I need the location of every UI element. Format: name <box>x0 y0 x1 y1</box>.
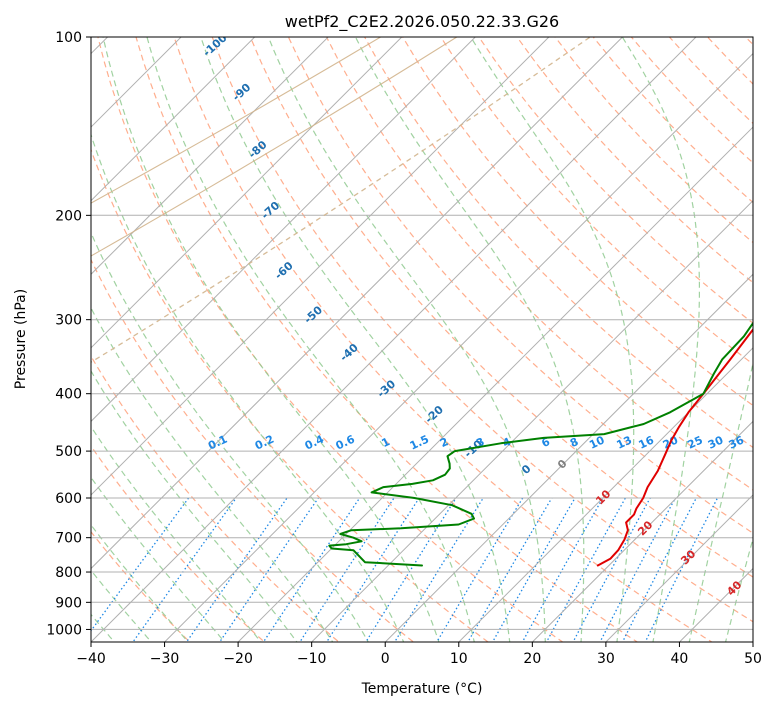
mixing-ratio-label: 13 <box>615 433 634 451</box>
mixing-ratio-line <box>185 497 288 642</box>
y-tick-label: 800 <box>55 565 82 581</box>
mixing-ratio-line <box>467 497 553 642</box>
mixing-ratio-line <box>299 497 395 642</box>
mixing-ratio-line <box>436 497 524 642</box>
y-axis: 1000 900 800 700 600 500 400 300 200 100 <box>46 30 91 638</box>
mixing-ratio-label-text: 36 <box>727 433 747 451</box>
x-axis-title: Temperature (°C) <box>361 681 483 697</box>
x-axis: −40 −30 −20 −10 0 10 20 30 40 50 <box>76 642 762 667</box>
mixing-ratio-label: 30 <box>706 433 726 451</box>
temperature-line <box>596 327 753 567</box>
isotherm-line <box>605 494 753 642</box>
isotherm-line <box>91 37 256 202</box>
x-tick-label: −40 <box>76 651 106 667</box>
mixing-ratio-labels: 0.1 0.2 0.4 0.6 1 1.5 2 3 4 6 8 10 13 16 20 25 30 36 <box>206 432 746 452</box>
moist-adiabat-line <box>354 37 585 642</box>
isotherm-line <box>310 199 753 642</box>
y-tick-label: 400 <box>55 387 82 403</box>
isotherm-line <box>163 52 753 642</box>
chart-title: wetPf2_C2E2.2026.050.22.33.G26 <box>285 12 559 32</box>
isotherm-line <box>91 37 403 349</box>
mixing-ratio-label-text: 10 <box>587 433 607 451</box>
moist-adiabat-line <box>267 37 546 642</box>
mixing-ratio-label-text: 30 <box>706 433 726 451</box>
mixing-ratio-line <box>132 497 237 642</box>
moist-adiabat-line <box>146 37 475 642</box>
y-tick-label: 300 <box>55 313 82 329</box>
isotherm-line <box>237 126 753 642</box>
isotherm-line <box>91 37 697 642</box>
mixing-ratio-label-text: 13 <box>615 433 634 451</box>
mixing-ratio-line <box>262 497 361 642</box>
x-tick-label: 30 <box>597 651 615 667</box>
mixing-ratio-line <box>521 497 604 642</box>
y-axis-title: Pressure (hPa) <box>13 289 29 389</box>
y-tick-label: 900 <box>55 595 82 611</box>
pressure-gridlines <box>91 37 753 630</box>
mixing-ratio-label: 36 <box>727 433 747 451</box>
dry-adiabat-line <box>364 37 753 449</box>
mixing-ratio-label-text: 16 <box>637 433 657 451</box>
isotherm-line <box>91 37 329 275</box>
dry-adiabat-line <box>478 37 753 324</box>
mixing-ratio-label: 10 <box>587 433 607 451</box>
isotherm-lines <box>91 37 753 642</box>
y-tick-label: 100 <box>55 30 82 46</box>
moist-adiabat-line <box>91 306 334 642</box>
x-tick-label: −10 <box>297 651 327 667</box>
isotherm-line <box>91 37 624 570</box>
plot-area: -100-90-80-70-60-50-40-30-20-100 0.1 0.2 0… <box>91 37 753 642</box>
x-tick-label: −20 <box>223 651 253 667</box>
isotherm-line <box>458 347 753 642</box>
isotherm-line <box>384 273 753 642</box>
y-tick-label: 500 <box>55 444 82 460</box>
mixing-ratio-label: 25 <box>685 433 704 451</box>
mixing-ratio-line <box>218 497 319 642</box>
x-tick-label: 50 <box>744 651 762 667</box>
isotherm-line <box>91 37 182 128</box>
mixing-ratio-line <box>621 497 697 642</box>
mixing-ratio-label: 16 <box>637 433 657 451</box>
isotherm-line <box>91 37 550 496</box>
isotherm-line <box>91 37 477 423</box>
x-tick-label: 40 <box>671 651 689 667</box>
y-tick-label: 600 <box>55 491 82 507</box>
dry-adiabat-line <box>440 37 753 365</box>
x-tick-label: 20 <box>523 651 541 667</box>
y-tick-label: 200 <box>55 208 82 224</box>
plot-frame <box>90 36 754 643</box>
mixing-ratio-line <box>491 497 576 642</box>
mixing-ratio-line <box>325 497 420 642</box>
dewpoint-line <box>328 321 753 567</box>
y-tick-label: 1000 <box>46 622 82 638</box>
sounding-traces <box>328 321 753 567</box>
moist-adiabat-line <box>724 536 753 642</box>
mixing-ratio-line <box>644 497 719 642</box>
mixing-ratio-label-text: 25 <box>685 433 704 451</box>
y-tick-label: 700 <box>55 531 82 547</box>
moist-adiabat-line <box>470 37 635 642</box>
moist-adiabat-line <box>91 524 189 642</box>
x-tick-label: −30 <box>150 651 180 667</box>
dry-adiabat-line <box>402 37 753 407</box>
x-tick-label: 0 <box>381 651 390 667</box>
x-tick-label: 10 <box>450 651 468 667</box>
dry-adiabat-line <box>325 37 753 491</box>
mixing-ratio-lines <box>91 497 719 642</box>
mixing-ratio-line <box>365 497 457 642</box>
isotherm-line <box>531 420 753 642</box>
moist-adiabat-line <box>621 37 700 642</box>
